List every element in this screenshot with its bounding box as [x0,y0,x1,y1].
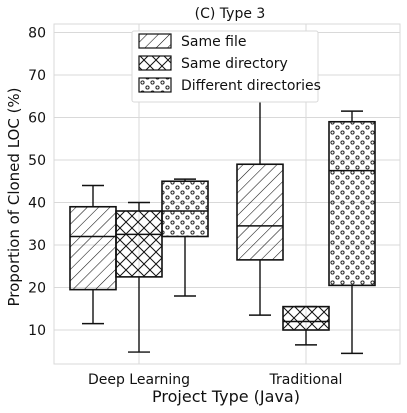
y-axis-label: Proportion of Cloned LOC (%) [5,87,23,306]
legend-swatch [138,55,172,71]
box-same-directory-deep-learning [115,201,163,353]
legend: Same file Same directory Different directo… [131,30,321,103]
y-tick-label: 40 [28,196,46,212]
y-tick-label: 70 [28,68,46,84]
chart-title: (C) Type 3 [195,6,266,22]
y-tick-label: 20 [28,281,46,297]
box-same-file-traditional [236,40,284,316]
box-body [236,163,284,261]
box-different-directories-traditional [328,110,376,355]
box-body [69,205,117,291]
plot-frame [53,23,401,365]
box-same-file-deep-learning [69,184,117,325]
legend-label: Same file [181,34,247,50]
plot-layer [69,40,376,355]
x-tick-label: Deep Learning [88,372,190,388]
box-body [161,180,209,238]
box-different-directories-deep-learning [161,178,209,297]
x-axis-label: Project Type (Java) [152,387,300,406]
box-body [115,210,163,278]
legend-label: Different directories [181,78,321,94]
legend-swatch [138,33,172,49]
box-body [282,305,330,331]
legend-box [131,30,319,103]
box-same-directory-traditional [282,305,330,346]
y-tick-label: 50 [28,153,46,169]
y-tick-label: 10 [28,323,46,339]
axis-layer: 10 20 30 40 50 60 70 80 Deep Learning Traditional [28,23,401,388]
x-tick-label: Traditional [269,372,343,388]
y-tick-label: 80 [28,26,46,42]
legend-swatch [138,77,172,93]
box-body [328,120,376,287]
y-tick-label: 30 [28,238,46,254]
legend-label: Same directory [181,56,288,72]
y-tick-label: 60 [28,111,46,127]
